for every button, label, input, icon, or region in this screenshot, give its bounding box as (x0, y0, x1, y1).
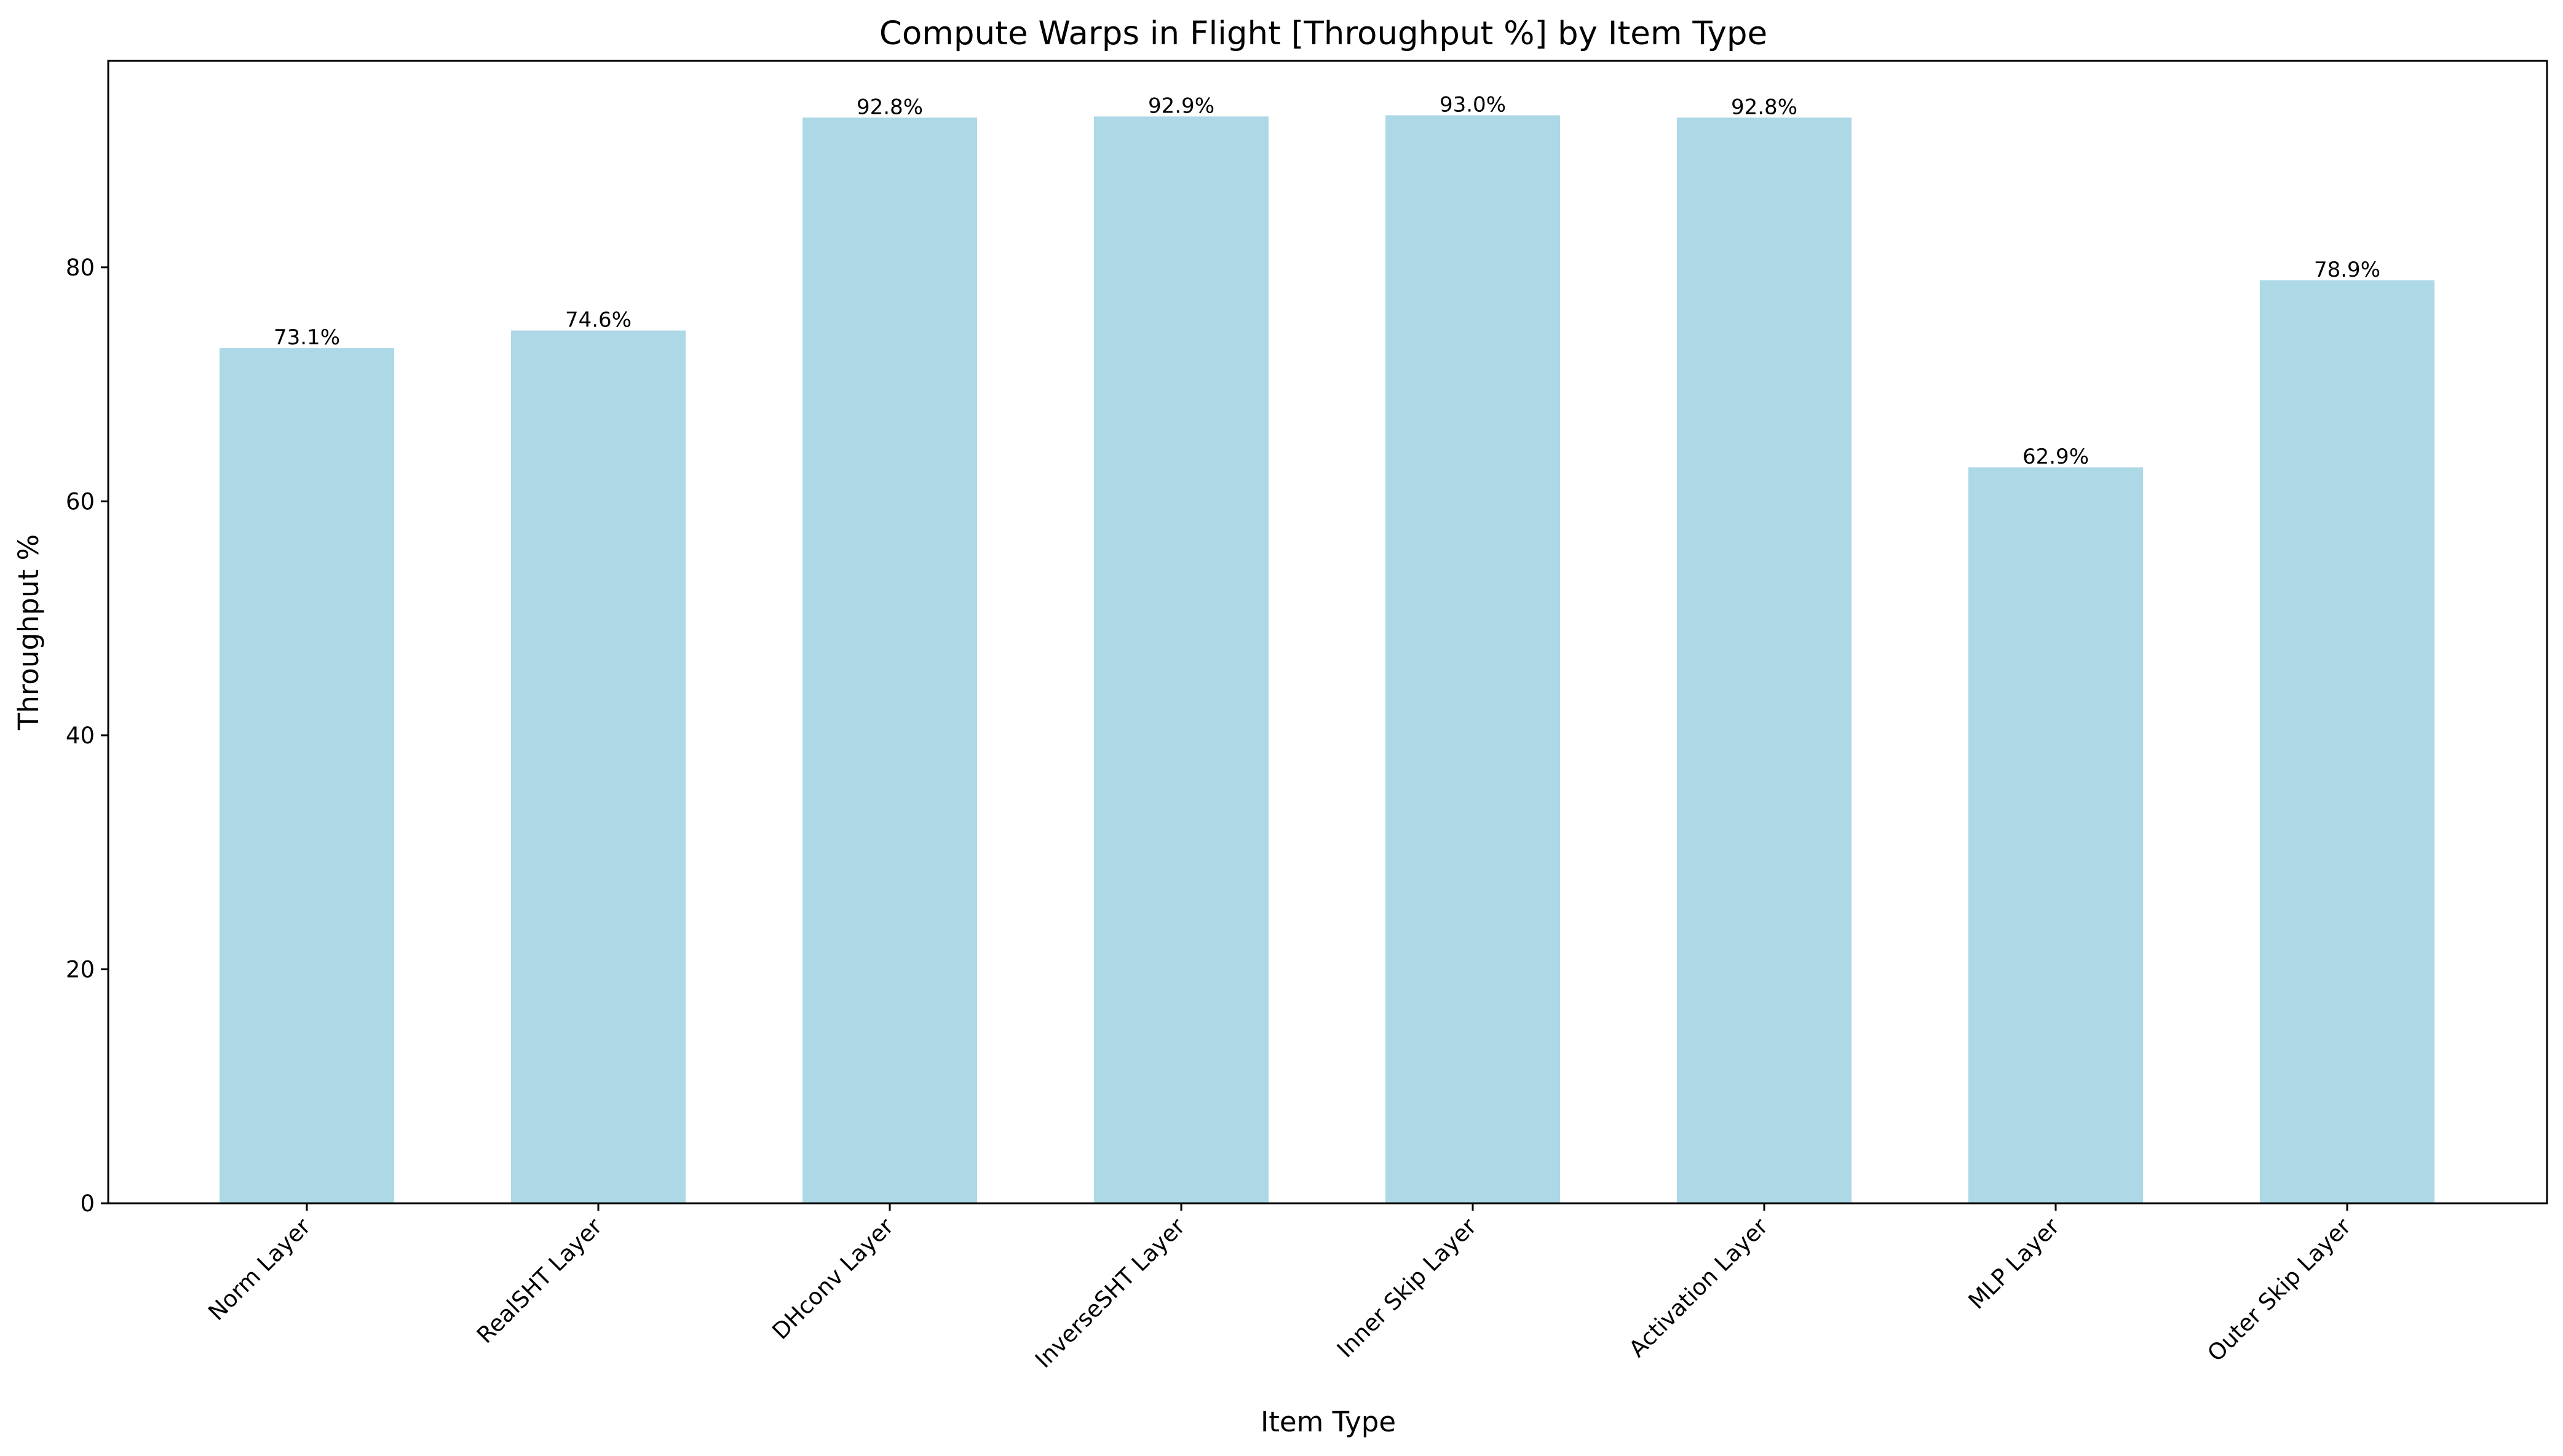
bar-inner-skip-layer (1385, 115, 1560, 1203)
data-label-inner-skip-layer: 93.0% (1440, 93, 1506, 117)
bar-norm-layer (220, 348, 394, 1203)
bar-dhconv-layer (802, 117, 977, 1203)
data-label-norm-layer: 73.1% (274, 325, 340, 350)
y-axis-ticks: 0 20 40 60 80 (66, 255, 108, 1217)
y-axis-label: Throughput % (12, 534, 45, 730)
chart-title: Compute Warps in Flight [Throughput %] b… (879, 15, 1767, 52)
bars-group (220, 115, 2434, 1204)
bar-outer-skip-layer (2260, 280, 2434, 1203)
data-label-outer-skip-layer: 78.9% (2314, 258, 2380, 282)
y-tick-label: 20 (66, 957, 95, 983)
plot-area-frame (107, 60, 2548, 1205)
x-axis-label: Item Type (1261, 1406, 1396, 1438)
data-label-mlp-layer: 62.9% (2022, 445, 2089, 469)
bar-mlp-layer (1968, 467, 2143, 1204)
data-label-activation-layer: 92.8% (1731, 95, 1797, 119)
y-tick-label: 80 (66, 255, 95, 281)
data-labels-group: 73.1% 74.6% 92.8% 92.9% 93.0% 92.8% 62.9% 78.9% (274, 93, 2380, 470)
y-tick-label: 0 (80, 1190, 95, 1217)
bar-inversesht-layer (1094, 116, 1269, 1203)
y-tick-label: 40 (66, 722, 95, 749)
bar-realsht-layer (511, 330, 686, 1203)
data-label-realsht-layer: 74.6% (565, 308, 632, 333)
bar-activation-layer (1677, 117, 1852, 1203)
y-tick-label: 60 (66, 488, 95, 515)
data-label-inversesht-layer: 92.9% (1148, 93, 1214, 118)
data-label-dhconv-layer: 92.8% (857, 95, 923, 119)
